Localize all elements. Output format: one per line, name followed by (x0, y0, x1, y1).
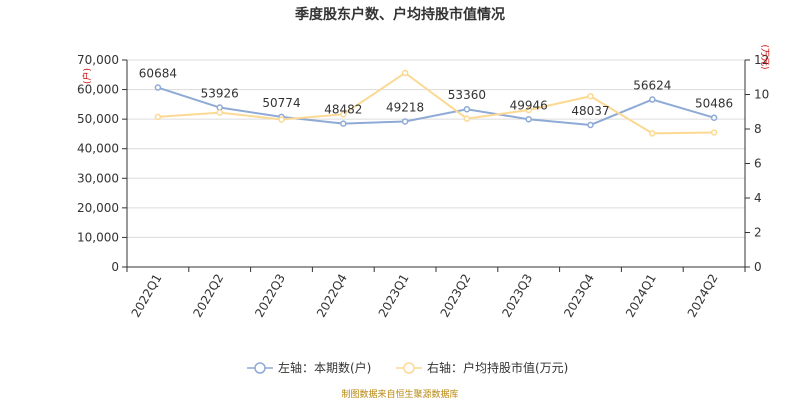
left-axis-tick-label: 60,000 (77, 83, 119, 97)
avg-holding-value-point[interactable] (525, 106, 532, 114)
avg-holding-value-point[interactable] (340, 111, 347, 118)
holders-count-point[interactable] (463, 105, 471, 113)
left-axis-tick-label: 30,000 (77, 171, 119, 185)
left-axis-unit: (户) (81, 68, 93, 84)
right-axis-tick-label: 4 (754, 191, 762, 205)
holders-count-point[interactable] (340, 120, 347, 127)
holders-count-data-label: 50486 (695, 97, 733, 111)
holders-count-point[interactable] (587, 121, 594, 129)
left-axis-tick-label: 20,000 (77, 201, 119, 215)
avg-holding-value-point[interactable] (154, 113, 162, 121)
right-axis-unit: (万元) (759, 44, 769, 69)
holders-count-point[interactable] (401, 118, 409, 125)
right-axis-tick-label: 0 (754, 260, 762, 274)
avg-holding-value-point[interactable] (463, 115, 471, 122)
series-lines (154, 69, 718, 137)
x-axis-tick-label: 2022Q3 (252, 272, 288, 320)
legend-swatch-right-marker (403, 362, 415, 374)
x-axis: 2022Q1 2022Q2 2022Q3 2022Q4 2023Q1 2023Q2 2023… (126, 266, 746, 320)
left-axis-tick-label: 50,000 (77, 112, 119, 126)
left-axis-tick-label: 0 (111, 260, 119, 274)
avg-holding-value-line (157, 71, 715, 135)
legend: 左轴：本期数(户) 右轴：户均持股市值(万元) (247, 360, 568, 375)
x-axis-tick-label: 2023Q2 (438, 272, 474, 320)
right-axis-tick-label: 2 (754, 226, 762, 240)
holders-count-point[interactable] (216, 104, 223, 111)
avg-holding-value-point[interactable] (710, 129, 718, 136)
holders-count-data-label: 50774 (262, 96, 300, 110)
holders-count-point[interactable] (710, 114, 718, 121)
holders-count-data-label: 48037 (571, 104, 609, 118)
grid-lines (127, 59, 745, 238)
holders-count-line (157, 86, 715, 126)
holders-count-data-label: 48482 (324, 103, 362, 117)
x-axis-tick-label: 2022Q4 (314, 272, 350, 320)
holders-count-data-label: 49946 (510, 98, 548, 112)
avg-holding-value-point[interactable] (278, 116, 285, 123)
holders-count-data-label: 60684 (139, 67, 177, 81)
legend-label-right-series: 右轴：户均持股市值(万元) (427, 360, 568, 375)
x-axis-tick-label: 2023Q3 (499, 272, 535, 320)
x-axis-tick-label: 2024Q2 (685, 272, 721, 320)
right-axis-tick-label: 10 (754, 88, 769, 102)
holders-count-data-label: 49218 (386, 100, 424, 114)
avg-holding-value-point[interactable] (649, 130, 656, 137)
legend-item-left-series[interactable]: 左轴：本期数(户) (247, 360, 371, 375)
right-axis-tick-label: 12 (754, 53, 769, 67)
left-axis-tick-label: 40,000 (77, 142, 119, 156)
holders-count-point[interactable] (154, 84, 162, 91)
x-axis-tick-label: 2023Q1 (376, 272, 412, 320)
holders-count-point[interactable] (649, 96, 656, 103)
avg-holding-value-point[interactable] (401, 69, 409, 77)
legend-swatch-left-marker (254, 362, 266, 374)
right-y-axis: 0 2 4 6 8 10 12 (744, 53, 769, 274)
avg-holding-value-point[interactable] (587, 92, 594, 100)
x-axis-tick-label: 2023Q4 (561, 272, 597, 320)
holders-count-data-label: 53926 (201, 87, 239, 101)
left-axis-tick-label: 70,000 (77, 53, 119, 67)
avg-holding-value-point[interactable] (216, 109, 223, 116)
holders-count-data-label: 56624 (633, 79, 671, 93)
data-labels: 60684 53926 50774 48482 49218 53360 49946 48037… (139, 67, 733, 118)
legend-item-right-series[interactable]: 右轴：户均持股市值(万元) (396, 360, 568, 375)
holders-count-point[interactable] (525, 116, 532, 123)
right-axis-tick-label: 6 (754, 157, 762, 171)
legend-label-left-series: 左轴：本期数(户) (278, 360, 371, 375)
right-axis-tick-label: 8 (754, 122, 762, 136)
source-note: 制图数据来自恒生聚源数据库 (341, 388, 458, 400)
x-axis-tick-label: 2022Q1 (129, 272, 165, 320)
left-axis-tick-label: 10,000 (77, 230, 119, 244)
left-y-axis: 0 10,000 20,000 30,000 40,000 50,000 60,000 70,… (77, 53, 128, 274)
x-axis-tick-label: 2024Q1 (623, 272, 659, 320)
holders-count-data-label: 53360 (448, 88, 486, 102)
chart-title: 季度股东户数、户均持股市值情况 (294, 6, 505, 23)
x-axis-tick-label: 2022Q2 (190, 272, 226, 320)
